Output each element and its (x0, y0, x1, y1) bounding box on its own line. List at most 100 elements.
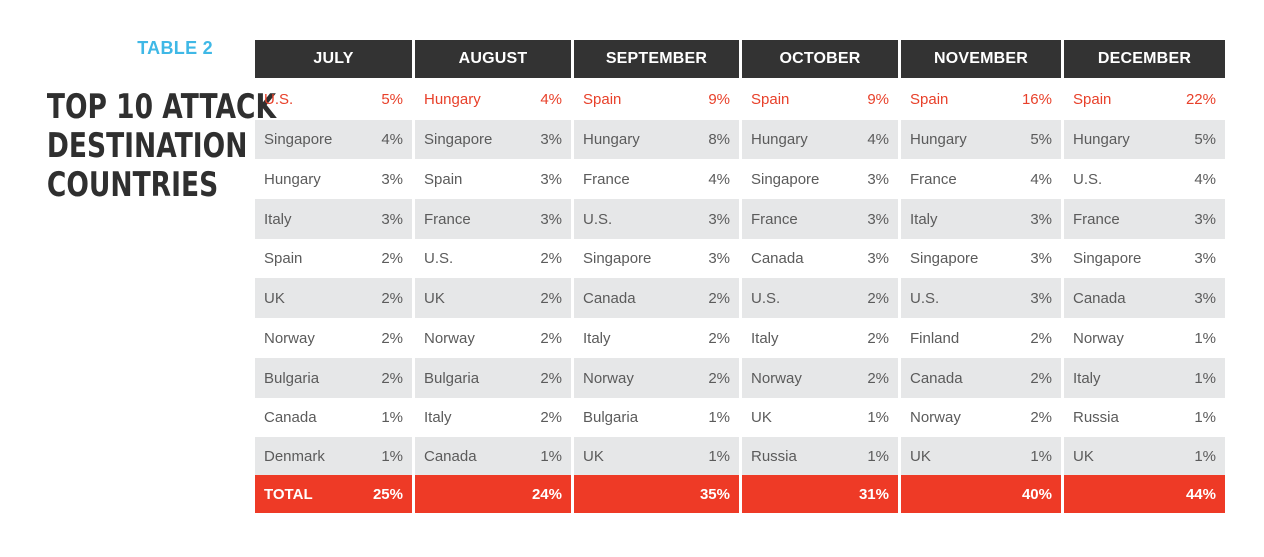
column-header: AUGUST (415, 40, 571, 78)
country-percent: 3% (540, 170, 562, 188)
country-name: Hungary (264, 170, 321, 188)
country-percent: 5% (381, 90, 403, 108)
country-name: Hungary (751, 131, 808, 148)
total-value: 25% (372, 485, 403, 503)
country-percent: 4% (867, 131, 889, 148)
table-row: Italy 3% (901, 199, 1061, 239)
total-value: 24% (531, 485, 562, 503)
table-row: U.S. 2% (742, 278, 898, 318)
country-name: France (1073, 210, 1120, 228)
country-name: UK (583, 447, 604, 465)
country-percent: 3% (1194, 210, 1216, 228)
table-row: Italy 2% (742, 318, 898, 358)
country-percent: 9% (867, 90, 889, 108)
country-name: Singapore (910, 250, 979, 267)
country-name: Norway (1073, 329, 1124, 347)
table-row: Russia 1% (742, 437, 898, 475)
country-percent: 1% (540, 447, 562, 465)
title-line-3: COUNTRIES (46, 165, 219, 205)
country-name: Spain (1073, 90, 1112, 108)
table-row: Canada 3% (1064, 278, 1225, 318)
table-row: Norway 2% (255, 318, 412, 358)
table-row: Canada 2% (574, 278, 739, 318)
table-row: France 4% (574, 159, 739, 199)
total-row: 24% (415, 475, 571, 513)
table-row: Singapore 4% (255, 120, 412, 159)
country-percent: 3% (1194, 250, 1216, 267)
country-name: Singapore (264, 131, 333, 148)
total-value: 44% (1185, 485, 1216, 503)
country-name: France (751, 210, 798, 228)
table-row: U.S. 3% (901, 278, 1061, 318)
country-percent: 4% (540, 90, 562, 108)
country-percent: 3% (1030, 250, 1052, 267)
table-row: Bulgaria 1% (574, 398, 739, 437)
country-name: Singapore (424, 131, 493, 148)
country-percent: 1% (867, 447, 889, 465)
month-column: JULY U.S. 5% Singapore 4% Hungary 3% Italy 3% Spa… (255, 40, 412, 513)
country-percent: 5% (1194, 131, 1216, 148)
country-name: Hungary (583, 131, 640, 148)
table-row: Bulgaria 2% (255, 358, 412, 398)
table-row: Finland 2% (901, 318, 1061, 358)
table-row: U.S. 4% (1064, 159, 1225, 199)
country-name: Russia (751, 447, 797, 465)
title-line-2: DESTINATION (46, 126, 248, 166)
table-row: Singapore 3% (415, 120, 571, 159)
column-header: OCTOBER (742, 40, 898, 78)
country-name: Norway (264, 329, 315, 347)
country-name: Spain (424, 170, 463, 188)
total-row: 44% (1064, 475, 1225, 513)
country-percent: 2% (540, 369, 562, 387)
total-value: 31% (858, 485, 889, 503)
country-percent: 2% (381, 289, 403, 307)
table-row: UK 1% (742, 398, 898, 437)
country-percent: 1% (381, 447, 403, 465)
title-line-1: TOP 10 ATTACK (46, 87, 277, 127)
country-percent: 8% (708, 131, 730, 148)
table-row: U.S. 3% (574, 199, 739, 239)
total-label: TOTAL (264, 485, 313, 503)
country-name: Canada (583, 289, 636, 307)
column-header: JULY (255, 40, 412, 78)
country-percent: 2% (867, 369, 889, 387)
table-row: Spain 2% (255, 239, 412, 278)
country-percent: 1% (1030, 447, 1052, 465)
column-header: NOVEMBER (901, 40, 1061, 78)
table-row: Norway 2% (415, 318, 571, 358)
country-percent: 2% (540, 250, 562, 267)
table-row: Norway 1% (1064, 318, 1225, 358)
table-row: Italy 3% (255, 199, 412, 239)
country-name: UK (910, 447, 931, 465)
country-name: U.S. (1073, 170, 1103, 188)
country-percent: 1% (1194, 369, 1216, 387)
table-row: France 3% (1064, 199, 1225, 239)
country-percent: 2% (1030, 329, 1052, 347)
country-name: Spain (910, 90, 949, 108)
country-name: UK (751, 409, 772, 426)
table-row: Spain 9% (574, 78, 739, 120)
country-percent: 3% (708, 250, 730, 267)
table-row: France 3% (415, 199, 571, 239)
table-row: Singapore 3% (901, 239, 1061, 278)
country-percent: 3% (708, 210, 730, 228)
country-name: U.S. (583, 210, 613, 228)
page-title: TOP 10 ATTACK DESTINATION COUNTRIES (46, 87, 277, 205)
country-name: France (424, 210, 471, 228)
table-row: Bulgaria 2% (415, 358, 571, 398)
country-percent: 3% (1194, 289, 1216, 307)
column-header: DECEMBER (1064, 40, 1225, 78)
table-row: UK 1% (1064, 437, 1225, 475)
country-name: UK (1073, 447, 1094, 465)
country-percent: 9% (708, 90, 730, 108)
table-row: Hungary 4% (742, 120, 898, 159)
table-row: Norway 2% (901, 398, 1061, 437)
total-value: 35% (699, 485, 730, 503)
month-column: OCTOBER Spain 9% Hungary 4% Singapore 3% France… (742, 40, 898, 513)
country-percent: 3% (867, 170, 889, 188)
country-name: France (583, 170, 630, 188)
country-name: U.S. (264, 90, 294, 108)
country-name: Bulgaria (264, 369, 320, 387)
table-row: Spain 22% (1064, 78, 1225, 120)
country-percent: 1% (708, 409, 730, 426)
